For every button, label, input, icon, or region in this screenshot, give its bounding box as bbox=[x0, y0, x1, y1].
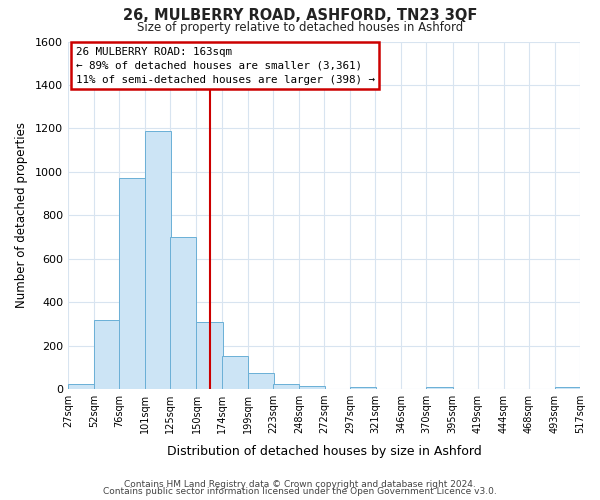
Text: 26, MULBERRY ROAD, ASHFORD, TN23 3QF: 26, MULBERRY ROAD, ASHFORD, TN23 3QF bbox=[123, 8, 477, 22]
X-axis label: Distribution of detached houses by size in Ashford: Distribution of detached houses by size … bbox=[167, 444, 481, 458]
Y-axis label: Number of detached properties: Number of detached properties bbox=[15, 122, 28, 308]
Text: Contains HM Land Registry data © Crown copyright and database right 2024.: Contains HM Land Registry data © Crown c… bbox=[124, 480, 476, 489]
Bar bbox=[94, 320, 120, 389]
Bar bbox=[555, 387, 581, 389]
Bar bbox=[196, 322, 223, 389]
Bar bbox=[299, 386, 325, 389]
Text: 26 MULBERRY ROAD: 163sqm
← 89% of detached houses are smaller (3,361)
11% of sem: 26 MULBERRY ROAD: 163sqm ← 89% of detach… bbox=[76, 46, 374, 84]
Bar bbox=[221, 356, 248, 389]
Bar bbox=[145, 130, 172, 389]
Bar bbox=[248, 372, 274, 389]
Bar bbox=[427, 387, 452, 389]
Bar bbox=[68, 384, 94, 389]
Bar bbox=[170, 237, 196, 389]
Bar bbox=[119, 178, 145, 389]
Bar bbox=[350, 387, 376, 389]
Text: Contains public sector information licensed under the Open Government Licence v3: Contains public sector information licen… bbox=[103, 488, 497, 496]
Text: Size of property relative to detached houses in Ashford: Size of property relative to detached ho… bbox=[137, 21, 463, 34]
Bar bbox=[273, 384, 299, 389]
